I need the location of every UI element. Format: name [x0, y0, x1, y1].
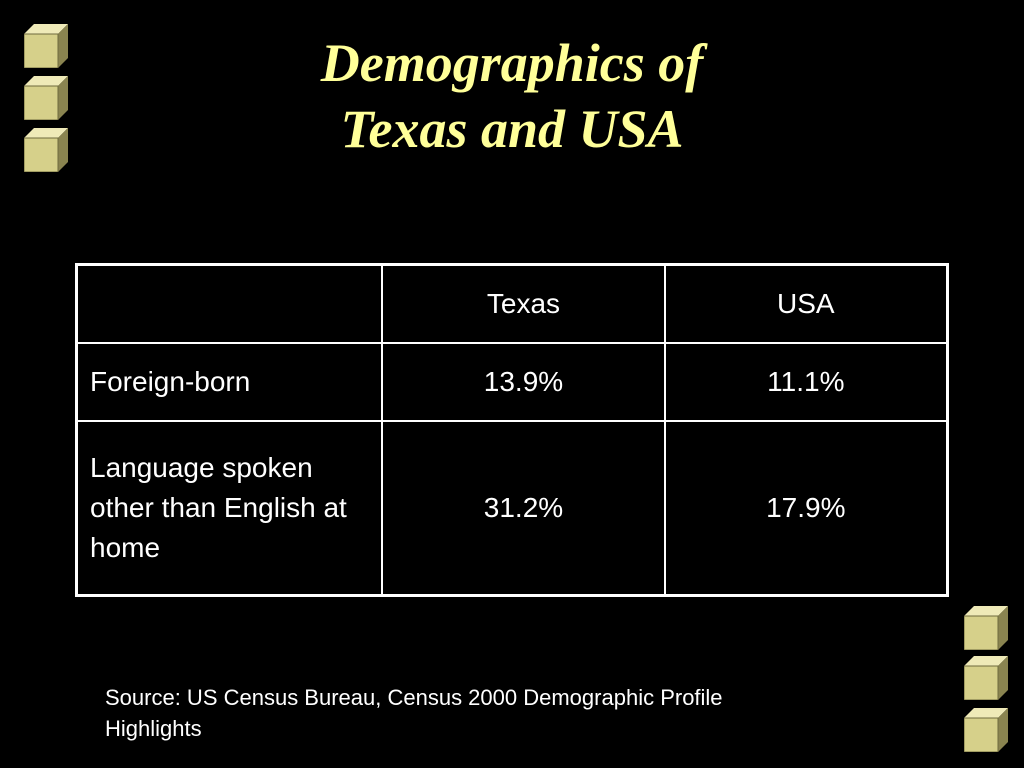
table-header-cell: Texas [381, 263, 666, 344]
slide-title: Demographics of Texas and USA [0, 30, 1024, 162]
slide-title-line-2: Texas and USA [340, 99, 684, 159]
cube-icon [24, 24, 68, 68]
table-row: Foreign-born 13.9% 11.1% [75, 342, 949, 422]
source-note: Source: US Census Bureau, Census 2000 De… [105, 685, 723, 741]
cube-icon [24, 128, 68, 172]
cube-icon [964, 656, 1008, 700]
cube-icon [964, 606, 1008, 650]
row-label: Foreign-born [75, 342, 384, 422]
usa-value: 17.9% [663, 420, 949, 597]
slide-title-line-1: Demographics of [320, 33, 704, 93]
demographics-table: Texas USA Foreign-born 13.9% 11.1% Langu… [75, 263, 949, 597]
texas-value: 13.9% [381, 342, 666, 422]
table-header-cell [75, 263, 384, 344]
table-header-row: Texas USA [75, 263, 949, 344]
usa-value: 11.1% [663, 342, 949, 422]
table-row: Language spoken other than English at ho… [75, 420, 949, 597]
cube-icon [24, 76, 68, 120]
texas-value: 31.2% [381, 420, 666, 597]
cube-icon [964, 708, 1008, 752]
row-label: Language spoken other than English at ho… [75, 420, 384, 597]
table-header-cell: USA [663, 263, 949, 344]
